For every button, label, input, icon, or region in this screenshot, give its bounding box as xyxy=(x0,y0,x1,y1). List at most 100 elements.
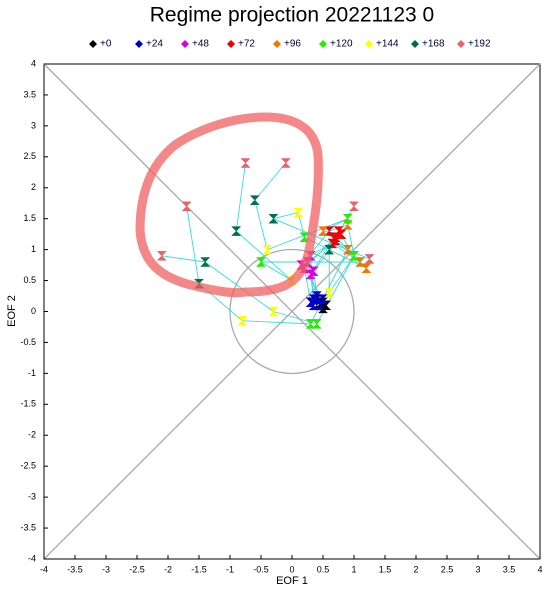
legend-marker xyxy=(319,40,327,48)
legend-marker xyxy=(181,40,189,48)
point xyxy=(293,207,304,218)
point xyxy=(348,251,360,261)
trajectory-link xyxy=(316,255,355,325)
x-tick-label: -2 xyxy=(164,564,172,574)
trajectory-link xyxy=(328,255,355,294)
x-tick-label: 1 xyxy=(351,564,356,574)
point xyxy=(240,158,251,168)
y-tick-label: 2.5 xyxy=(23,151,36,161)
y-tick-label: -2 xyxy=(28,430,36,440)
y-tick-label: 4 xyxy=(31,58,36,68)
point xyxy=(262,244,273,255)
point xyxy=(311,319,322,329)
y-tick-label: -3 xyxy=(28,492,36,502)
point xyxy=(156,251,167,261)
legend-marker xyxy=(227,40,235,48)
point xyxy=(308,266,319,277)
point xyxy=(231,226,242,236)
diagonal xyxy=(43,63,541,560)
legend-marker xyxy=(457,40,465,48)
x-tick-label: 4 xyxy=(537,564,542,574)
y-tick-label: 0.5 xyxy=(23,275,36,285)
trajectory-link xyxy=(254,200,268,250)
trajectory-link xyxy=(235,230,293,281)
legend-marker xyxy=(89,40,97,48)
point xyxy=(330,235,341,246)
y-tick-label: -1.5 xyxy=(20,399,36,409)
point xyxy=(308,300,319,311)
point xyxy=(280,158,291,168)
y-tick-label: -0.5 xyxy=(20,337,36,347)
point xyxy=(268,213,279,224)
legend-text: +24 xyxy=(146,39,163,50)
y-tick-label: 3.5 xyxy=(23,89,36,99)
trajectory-link xyxy=(347,224,355,256)
x-tick-label: -4 xyxy=(40,564,48,574)
y-tick-label: 1 xyxy=(31,244,36,254)
legend-text: +168 xyxy=(422,39,445,50)
x-tick-label: 0.5 xyxy=(317,564,330,574)
point xyxy=(364,254,375,264)
point xyxy=(324,226,335,236)
y-tick-label: -1 xyxy=(28,368,36,378)
legend-marker xyxy=(365,40,373,48)
y-tick-label: 1.5 xyxy=(23,213,36,223)
point xyxy=(342,213,353,224)
x-tick-label: 0 xyxy=(289,564,294,574)
unit-circle xyxy=(229,248,355,375)
x-tick-label: 3 xyxy=(475,564,480,574)
trajectory-link xyxy=(273,212,299,220)
legend-text: +96 xyxy=(284,39,301,50)
x-tick-label: -2.5 xyxy=(129,564,145,574)
highlight-loop xyxy=(135,112,323,298)
trajectory-link xyxy=(242,320,311,325)
x-tick-label: 2.5 xyxy=(441,564,454,574)
x-tick-label: -0.5 xyxy=(253,564,269,574)
point xyxy=(200,257,211,267)
y-axis-label: EOF 2 xyxy=(6,295,18,327)
y-tick-label: -2.5 xyxy=(20,461,36,471)
point xyxy=(268,306,279,317)
trajectory-link xyxy=(303,268,312,303)
trajectory-link xyxy=(254,162,287,201)
x-tick-label: -1.5 xyxy=(191,564,207,574)
chart-title: Regime projection 20221123 0 xyxy=(150,4,434,27)
x-tick-label: -3 xyxy=(102,564,110,574)
y-tick-label: -4 xyxy=(28,553,36,563)
point xyxy=(249,195,260,205)
x-tick-label: 1.5 xyxy=(379,564,392,574)
trajectory-link xyxy=(161,255,206,263)
x-tick-label: 2 xyxy=(413,564,418,574)
legend-marker xyxy=(411,40,419,48)
point xyxy=(237,316,248,326)
legend-text: +120 xyxy=(330,39,353,50)
legend-text: +144 xyxy=(376,39,399,50)
legend-text: +0 xyxy=(100,39,112,50)
trajectory-link xyxy=(186,206,200,284)
point xyxy=(348,201,360,212)
point xyxy=(181,201,192,212)
point xyxy=(324,244,335,255)
points xyxy=(156,158,375,329)
trajectory-link xyxy=(204,261,274,312)
legend-text: +192 xyxy=(468,39,491,50)
x-tick-label: -3.5 xyxy=(67,564,83,574)
x-tick-label: -1 xyxy=(226,564,234,574)
x-axis-label: EOF 1 xyxy=(276,575,308,587)
point xyxy=(324,288,335,298)
point xyxy=(361,263,372,273)
legend-marker xyxy=(273,40,281,48)
y-tick-label: 3 xyxy=(31,120,36,130)
trajectory-link xyxy=(260,261,293,281)
x-tick-label: 3.5 xyxy=(503,564,516,574)
y-tick-label: 2 xyxy=(31,182,36,192)
point xyxy=(317,226,329,236)
point xyxy=(255,257,267,267)
legend-text: +72 xyxy=(238,39,255,50)
y-tick-label: 0 xyxy=(31,306,36,316)
legend-text: +48 xyxy=(192,39,209,50)
legend-marker xyxy=(135,40,143,48)
y-tick-label: -3.5 xyxy=(20,522,36,532)
trajectory-link xyxy=(235,162,246,232)
